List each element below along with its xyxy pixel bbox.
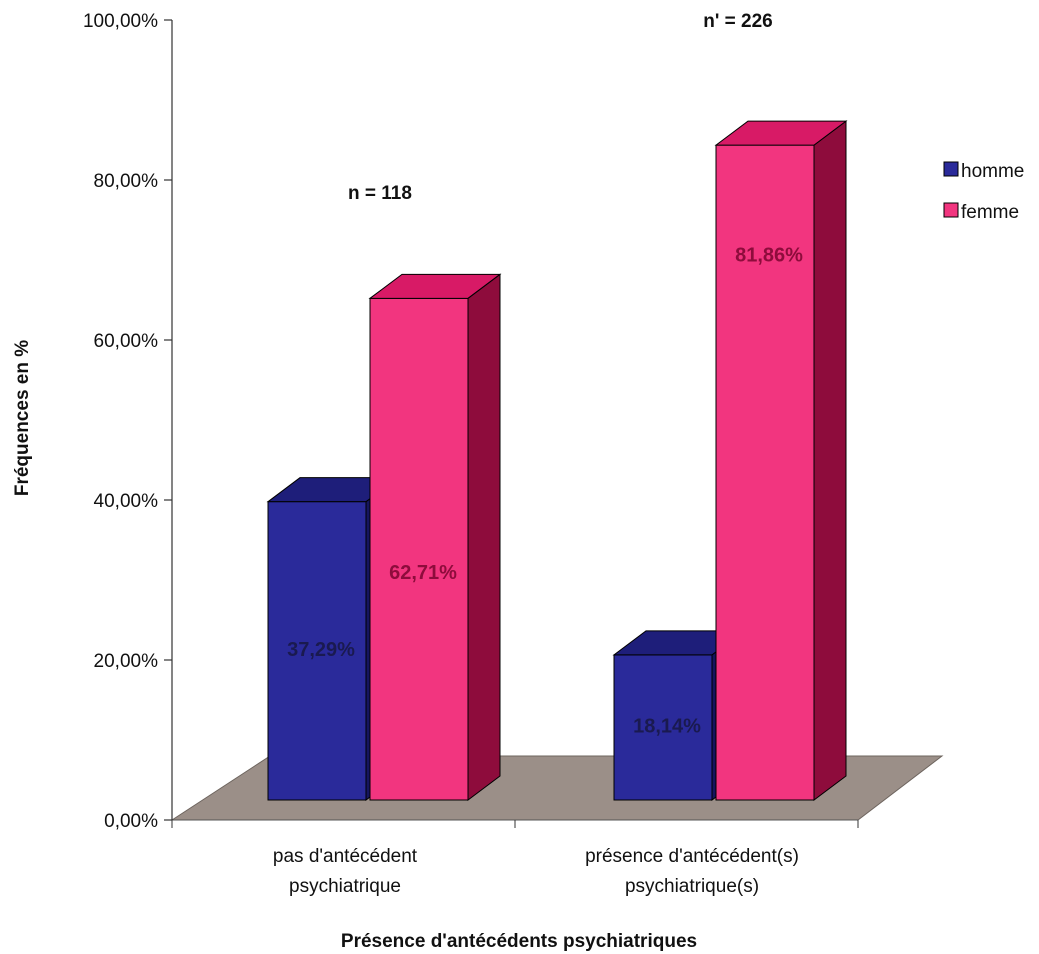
legend-label-homme: homme	[961, 161, 1024, 182]
bar-femme-0	[368, 273, 502, 801]
bar-front	[613, 654, 713, 801]
data-label-homme-1: 18,14%	[633, 715, 701, 737]
legend-label-femme: femme	[961, 202, 1019, 223]
y-tick-label: 40,00%	[94, 491, 159, 512]
bar-side	[467, 273, 501, 801]
y-tick-layer: 0,00% 20,00% 40,00% 60,00% 80,00% 100,00%	[83, 11, 172, 832]
bar-femme-1	[714, 120, 848, 801]
bar-top	[368, 273, 502, 299]
x-category-label: psychiatrique(s)	[625, 876, 759, 897]
x-category-label: psychiatrique	[289, 876, 401, 897]
y-tick-label: 60,00%	[94, 331, 159, 352]
legend-swatch-femme	[943, 202, 959, 218]
x-category-label: présence d'antécédent(s)	[585, 846, 799, 867]
bar-front	[267, 501, 367, 801]
data-label-homme-0: 37,29%	[287, 639, 355, 661]
legend-swatch-homme	[943, 161, 959, 177]
data-label-femme-0: 62,71%	[389, 562, 457, 584]
annotation-n-2: n' = 226	[703, 11, 772, 32]
y-tick-label: 100,00%	[83, 11, 158, 32]
bar-layer	[266, 120, 848, 801]
bar-side	[813, 120, 847, 801]
y-tick-label: 0,00%	[104, 811, 158, 832]
y-axis-title: Fréquences en %	[12, 340, 33, 496]
x-axis-title: Présence d'antécédents psychiatriques	[341, 931, 697, 952]
y-tick-label: 80,00%	[94, 171, 159, 192]
bar-front	[715, 144, 815, 801]
x-category-label: pas d'antécédent	[273, 846, 418, 867]
y-tick-label: 20,00%	[94, 651, 159, 672]
legend: homme femme	[943, 161, 1024, 223]
bar-top	[714, 120, 848, 146]
data-label-layer: 37,29% 62,71% 18,14% 81,86%	[287, 244, 803, 737]
data-label-femme-1: 81,86%	[735, 244, 803, 266]
annotation-n-1: n = 118	[348, 183, 412, 204]
bar-front	[369, 297, 469, 801]
x-category-layer: pas d'antécédent psychiatrique présence d'…	[171, 820, 859, 897]
